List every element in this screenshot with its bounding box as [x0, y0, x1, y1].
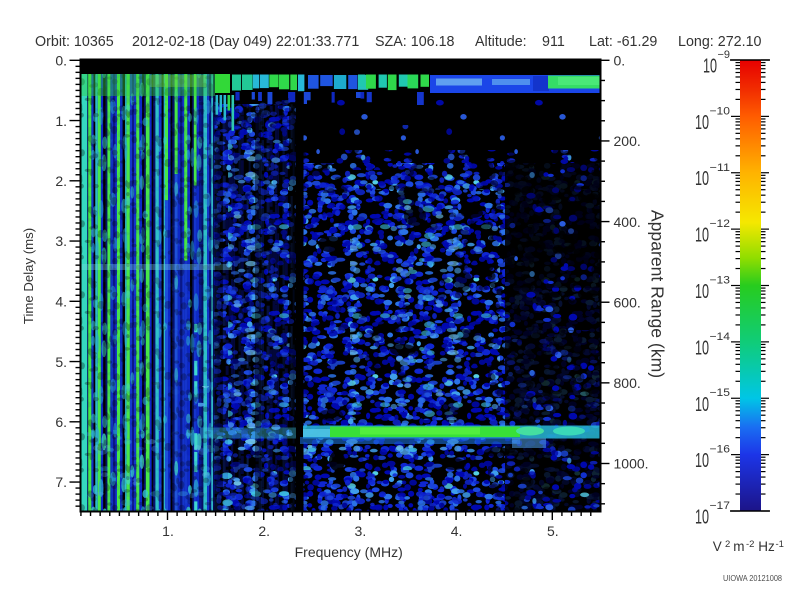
svg-text:-1: -1: [776, 539, 784, 550]
svg-text:4.: 4.: [451, 523, 463, 539]
svg-text:10: 10: [695, 450, 709, 472]
svg-text:Altitude:: Altitude:: [475, 34, 527, 50]
svg-text:200.: 200.: [614, 133, 641, 149]
svg-text:−13: −13: [710, 275, 731, 287]
svg-text:3.: 3.: [355, 523, 367, 539]
svg-text:−15: −15: [710, 387, 731, 399]
svg-text:10: 10: [695, 394, 709, 416]
svg-text:Time Delay (ms): Time Delay (ms): [21, 228, 36, 324]
svg-text:−14: −14: [710, 331, 731, 343]
svg-text:UIOWA 20121008: UIOWA 20121008: [723, 574, 783, 583]
svg-text:5.: 5.: [55, 354, 67, 370]
svg-text:600.: 600.: [614, 294, 641, 310]
svg-text:10: 10: [695, 281, 709, 303]
svg-text:Hz: Hz: [758, 539, 775, 554]
svg-text:7.: 7.: [55, 474, 67, 490]
svg-text:2.: 2.: [55, 173, 67, 189]
svg-text:10: 10: [703, 56, 717, 78]
svg-text:911: 911: [542, 34, 565, 50]
svg-text:5.: 5.: [547, 523, 559, 539]
svg-text:V: V: [713, 539, 722, 554]
svg-text:3.: 3.: [55, 233, 67, 249]
svg-text:10: 10: [695, 337, 709, 359]
svg-text:Apparent Range (km): Apparent Range (km): [648, 210, 668, 378]
svg-text:2.: 2.: [258, 523, 270, 539]
svg-text:Frequency (MHz): Frequency (MHz): [295, 544, 403, 560]
svg-text:Lat: -61.29: Lat: -61.29: [589, 34, 657, 50]
svg-text:−9: −9: [718, 49, 731, 61]
svg-text:0.: 0.: [614, 53, 626, 69]
svg-text:Long: 272.10: Long: 272.10: [678, 34, 762, 50]
svg-text:1.: 1.: [162, 523, 174, 539]
svg-text:10: 10: [695, 168, 709, 190]
svg-text:1.: 1.: [55, 113, 67, 129]
svg-text:10: 10: [695, 112, 709, 134]
svg-text:6.: 6.: [55, 414, 67, 430]
svg-text:−12: −12: [710, 218, 731, 230]
svg-text:2012-02-18 (Day 049) 22:01:33.: 2012-02-18 (Day 049) 22:01:33.771: [132, 34, 359, 50]
svg-text:10: 10: [695, 225, 709, 247]
svg-text:4.: 4.: [55, 294, 67, 310]
svg-text:SZA: 106.18: SZA: 106.18: [375, 34, 455, 50]
svg-text:800.: 800.: [614, 375, 641, 391]
svg-text:1000.: 1000.: [614, 456, 649, 472]
svg-text:Orbit: 10365: Orbit: 10365: [35, 34, 114, 50]
svg-text:−11: −11: [710, 162, 731, 174]
svg-text:m: m: [733, 539, 744, 554]
svg-text:−17: −17: [710, 500, 731, 512]
svg-text:10: 10: [695, 507, 709, 529]
svg-text:−10: −10: [710, 105, 731, 117]
svg-text:0.: 0.: [55, 53, 67, 69]
svg-text:-2: -2: [746, 539, 754, 550]
svg-text:−16: −16: [710, 444, 731, 456]
svg-text:400.: 400.: [614, 214, 641, 230]
svg-text:2: 2: [725, 539, 730, 550]
